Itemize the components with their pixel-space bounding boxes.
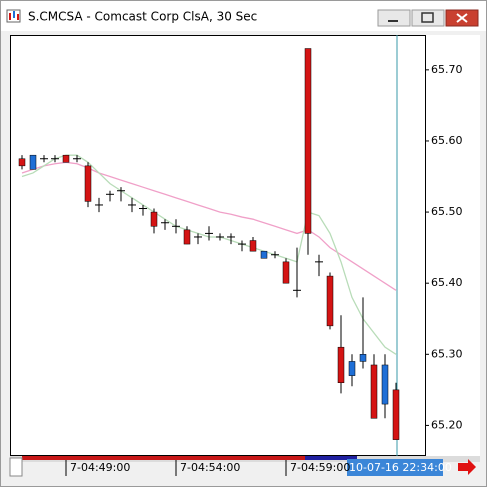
scroll-range-visible xyxy=(305,456,357,460)
window-title: S.CMCSA - Comcast Corp ClsA, 30 Sec xyxy=(28,10,257,24)
candle-body xyxy=(84,165,92,202)
candle-body xyxy=(370,364,378,419)
plot-marks: 65.20 65.30 65.40 65.50 65.60 65.70 7-04:49:00… xyxy=(18,48,463,476)
scroll-handle[interactable] xyxy=(9,457,23,477)
candle-body xyxy=(29,154,37,170)
candle-body xyxy=(392,389,400,440)
close-button[interactable] xyxy=(445,9,479,27)
scroll-range-past xyxy=(22,456,305,460)
candle-body xyxy=(183,229,191,245)
y-tick-label: 65.20 xyxy=(431,418,463,431)
candle-body xyxy=(348,361,356,376)
candle-body xyxy=(282,261,290,284)
y-tick-label: 65.70 xyxy=(431,63,463,76)
candle-body xyxy=(337,346,345,384)
y-tick-label: 65.50 xyxy=(431,205,463,218)
candle-body xyxy=(18,158,26,167)
y-tick-label: 65.40 xyxy=(431,276,463,289)
scroll-right-arrow[interactable] xyxy=(458,459,476,475)
minimize-button[interactable] xyxy=(377,9,411,27)
moving-average-line xyxy=(21,161,397,291)
x-tick-label: 7-04:49:00 xyxy=(70,461,130,474)
y-tick-label: 65.60 xyxy=(431,134,463,147)
y-tick-label: 65.30 xyxy=(431,347,463,360)
candle-body xyxy=(359,354,367,362)
candle-body xyxy=(260,250,268,259)
x-tick-label: 7-04:54:00 xyxy=(180,461,240,474)
app-icon xyxy=(6,9,21,23)
candle-body xyxy=(304,48,312,234)
candle-body xyxy=(150,211,158,227)
plot-frame xyxy=(10,35,426,456)
candle-body xyxy=(249,240,257,252)
candle-body xyxy=(381,364,389,405)
x-tick-label: 7-04:59:00 xyxy=(290,461,350,474)
candle-body xyxy=(62,154,70,163)
cursor-label: 10-07-16 22:34:00 xyxy=(349,461,452,474)
cursor-label-box xyxy=(347,459,443,476)
candle-body xyxy=(326,275,334,327)
maximize-button[interactable] xyxy=(411,9,445,27)
